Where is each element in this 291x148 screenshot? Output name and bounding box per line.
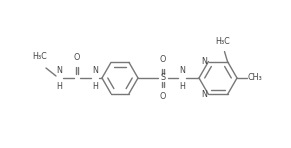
Text: H: H bbox=[179, 82, 185, 91]
Text: N: N bbox=[92, 66, 98, 75]
Text: O: O bbox=[160, 92, 166, 101]
Text: H₃C: H₃C bbox=[33, 52, 47, 61]
Text: S: S bbox=[160, 74, 166, 82]
Text: N: N bbox=[56, 66, 62, 75]
Text: H: H bbox=[56, 82, 62, 91]
Text: O: O bbox=[74, 53, 80, 62]
Text: N: N bbox=[202, 90, 207, 99]
Text: H: H bbox=[92, 82, 98, 91]
Text: O: O bbox=[160, 55, 166, 64]
Text: H₃C: H₃C bbox=[215, 37, 230, 46]
Text: N: N bbox=[202, 57, 207, 66]
Text: CH₃: CH₃ bbox=[247, 74, 262, 82]
Text: N: N bbox=[179, 66, 185, 75]
